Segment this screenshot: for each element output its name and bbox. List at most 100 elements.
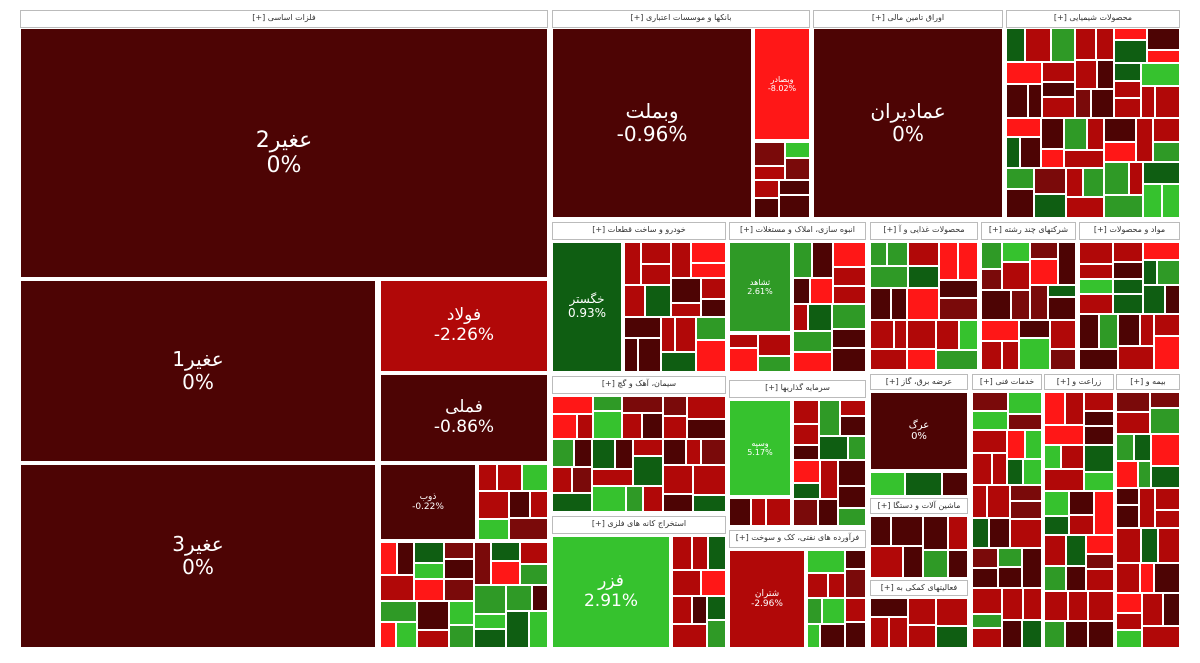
tile [1114, 28, 1147, 40]
tile [1010, 501, 1042, 519]
tile [520, 542, 548, 564]
tile [807, 624, 820, 648]
sector-header: محصولات شیمیایی [+] [1006, 10, 1180, 28]
tile [1064, 150, 1104, 168]
tile [972, 392, 1008, 411]
tile [1030, 285, 1048, 320]
tile [908, 598, 936, 625]
tile [417, 630, 449, 648]
tile: وسپه 5.17% [729, 400, 791, 496]
change: -0.86% [433, 417, 495, 437]
tile [633, 456, 663, 486]
tile [396, 622, 417, 648]
tile [987, 485, 1010, 518]
tile [497, 464, 522, 491]
tile [948, 516, 968, 550]
tile [1020, 137, 1041, 168]
tile [1158, 528, 1180, 563]
tile [729, 498, 751, 526]
tile [1142, 626, 1180, 648]
tile [785, 158, 810, 180]
tile [889, 617, 908, 648]
tile [708, 536, 726, 570]
tile [509, 518, 548, 540]
tile [1094, 491, 1114, 535]
tile [672, 624, 707, 648]
tile [478, 464, 497, 491]
tile [1006, 168, 1034, 189]
tile [793, 445, 819, 460]
tile [615, 439, 633, 469]
tile [1028, 84, 1042, 118]
change: 2.91% [583, 591, 638, 611]
tile [833, 242, 866, 267]
tile [491, 561, 520, 585]
tile [981, 341, 1002, 370]
tile [1143, 162, 1180, 184]
tile [1065, 392, 1084, 425]
tile [1011, 290, 1030, 320]
tile: وبصادر -8.02% [754, 28, 810, 140]
tile [1129, 162, 1143, 195]
tile [905, 472, 942, 496]
tile: عغیر1 0% [20, 280, 376, 462]
sector-header: بانکها و موسسات اعتباری [+] [552, 10, 810, 28]
tile [1022, 620, 1042, 648]
sector-header: زراعت و [+] [1044, 374, 1114, 390]
tile [838, 486, 866, 508]
tile [1104, 195, 1143, 218]
tile [693, 465, 726, 495]
tile [923, 516, 948, 550]
tile [981, 320, 1019, 341]
symbol: وبملت [625, 99, 679, 123]
change: 0% [182, 555, 214, 579]
tile [1116, 434, 1134, 461]
tile [1104, 118, 1136, 142]
tile [1008, 392, 1042, 414]
tile [989, 518, 1010, 548]
tile [972, 588, 1002, 614]
tile [838, 508, 866, 526]
tile [807, 550, 845, 573]
tile [1143, 260, 1157, 285]
sector-header: ماشین آلات و دستگا [+] [870, 498, 968, 514]
tile [624, 338, 638, 372]
tile [1154, 314, 1180, 336]
tile [624, 285, 645, 317]
tile [870, 546, 903, 578]
symbol: خگستر [569, 292, 605, 307]
tile [1065, 621, 1088, 648]
change: 2.61% [747, 287, 773, 296]
tile [671, 242, 691, 278]
tile [1006, 137, 1020, 168]
tile [574, 439, 592, 467]
tile [645, 285, 671, 317]
tile [663, 416, 687, 439]
tile [779, 195, 810, 218]
tile [894, 320, 907, 349]
tile [1154, 563, 1180, 593]
tile [1163, 593, 1180, 626]
sector-header: سرمایه گذاریها [+] [729, 380, 866, 398]
change: 0% [266, 153, 302, 178]
tile [845, 569, 866, 598]
tile [1041, 149, 1064, 168]
tile [1113, 262, 1143, 279]
tile [870, 472, 905, 496]
tile [1042, 97, 1075, 118]
tile [793, 242, 812, 278]
tile [592, 439, 615, 469]
tile [397, 542, 414, 575]
tile [1022, 548, 1042, 588]
tile [1079, 314, 1099, 349]
tile [1010, 519, 1042, 548]
tile [641, 264, 671, 285]
tile [754, 166, 785, 180]
tile [1058, 242, 1076, 285]
symbol: ذوب [419, 491, 437, 502]
tile [593, 396, 622, 411]
tile [793, 331, 832, 352]
tile [1113, 242, 1143, 262]
tile [696, 340, 726, 372]
symbol: فولاد [446, 305, 482, 326]
